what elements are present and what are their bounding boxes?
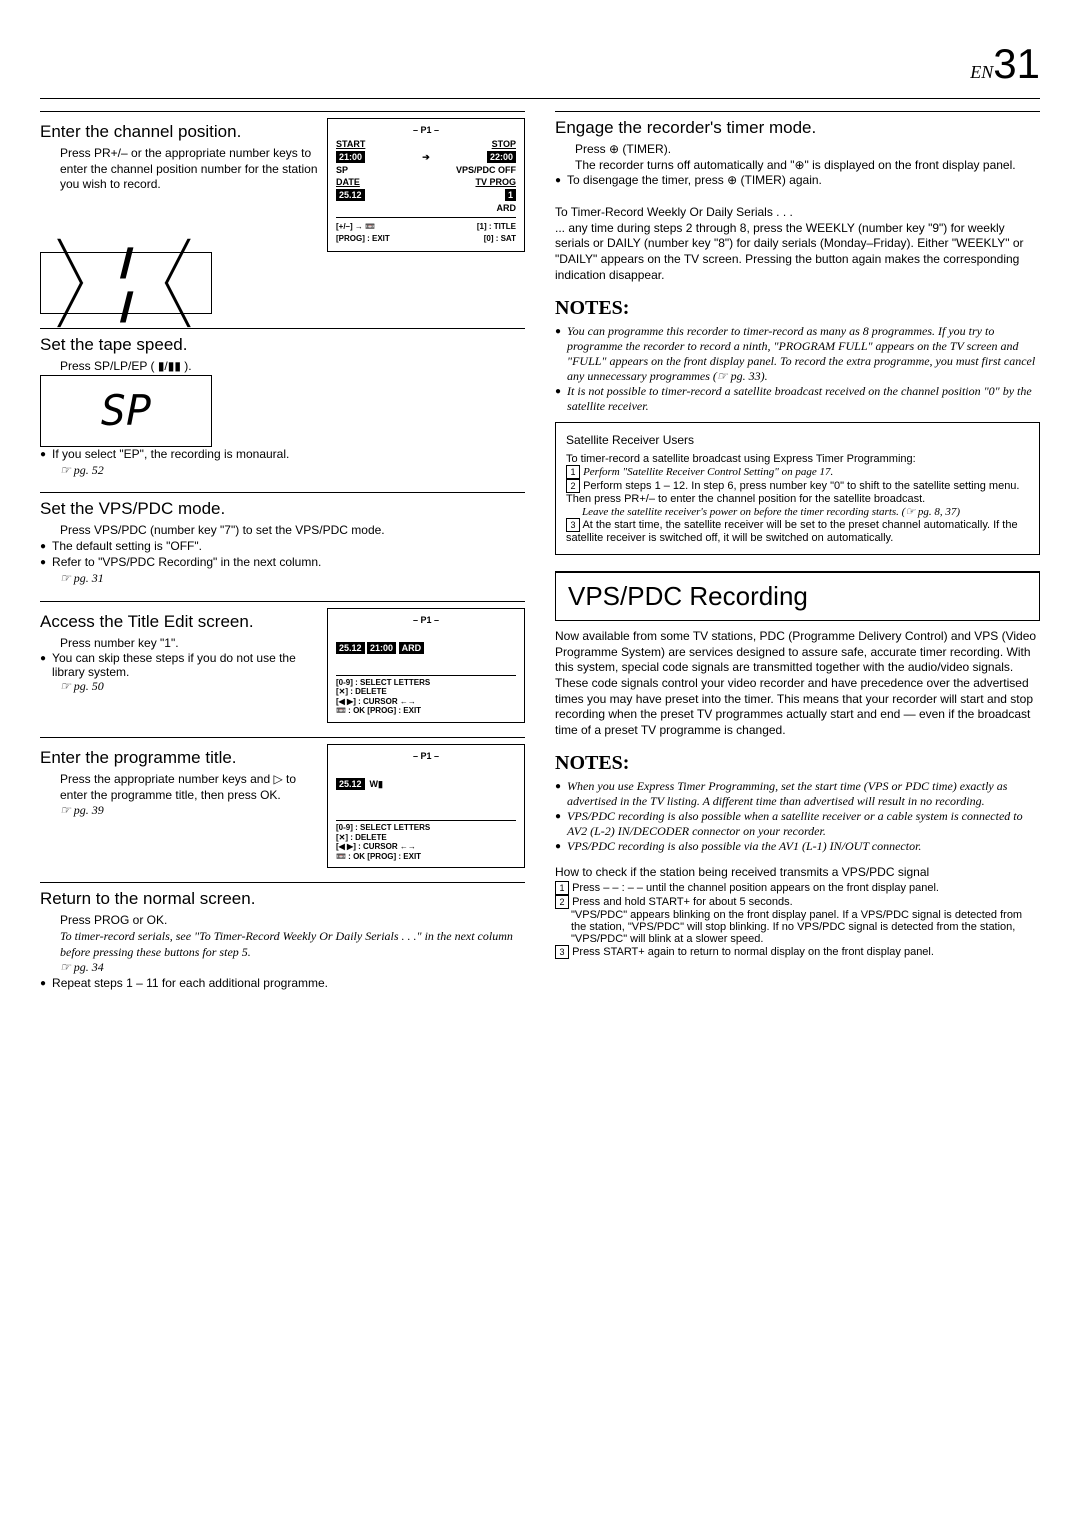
step-text: Press PROG or OK. [60,913,525,929]
step-text: Press PR+/– or the appropriate number ke… [60,146,319,193]
osd-screen: – P1 – STARTSTOP 21:00➔22:00 SPVPS/PDC O… [327,118,525,252]
serials-heading: To Timer-Record Weekly Or Daily Serials … [555,205,1040,221]
page-number: 31 [993,40,1040,87]
page-header: EN31 [40,40,1040,88]
lcd-display: SP [40,375,212,447]
step-text: Press VPS/PDC (number key "7") to set th… [60,523,525,539]
step-text: Press ⊕ (TIMER). [575,142,1040,158]
step-text: The recorder turns off automatically and… [575,158,1040,174]
step-heading: Return to the normal screen. [40,889,525,909]
lcd-display: ╲ ❙ ╱╱ ❙ ╲ [40,252,212,314]
step-heading: Set the VPS/PDC mode. [40,499,525,519]
serials-body: ... any time during steps 2 through 8, p… [555,221,1040,283]
step-heading: Enter the programme title. [40,748,319,768]
step-text: To timer-record serials, see "To Timer-R… [60,929,525,960]
step-heading: Access the Title Edit screen. [40,612,319,632]
step-text: Press the appropriate number keys and ▷ … [60,772,319,803]
vps-body: Now available from some TV stations, PDC… [555,629,1040,738]
step-heading: Engage the recorder's timer mode. [555,118,1040,138]
step-heading: Set the tape speed. [40,335,525,355]
right-column: Engage the recorder's timer mode. Press … [555,105,1040,1006]
osd-screen: – P1 – 25.12 W▮ [0-9] : SELECT LETTERS [… [327,744,525,868]
osd-screen: – P1 – 25.12 21:00 ARD [0-9] : SELECT LE… [327,608,525,723]
page-lang: EN [970,62,993,82]
sat-heading: Satellite Receiver Users [566,433,1029,447]
left-column: Enter the channel position. Press PR+/– … [40,105,525,1006]
step-text: Press number key "1". [60,636,319,652]
satellite-box: Satellite Receiver Users To timer-record… [555,422,1040,555]
step-heading: Enter the channel position. [40,122,319,142]
notes-heading: NOTES: [555,297,1040,320]
step-text: Press SP/LP/EP ( ▮/▮▮ ). [60,359,525,375]
vps-heading: VPS/PDC Recording [555,571,1040,621]
check-heading: How to check if the station being receiv… [555,865,1040,881]
notes-heading: NOTES: [555,752,1040,775]
